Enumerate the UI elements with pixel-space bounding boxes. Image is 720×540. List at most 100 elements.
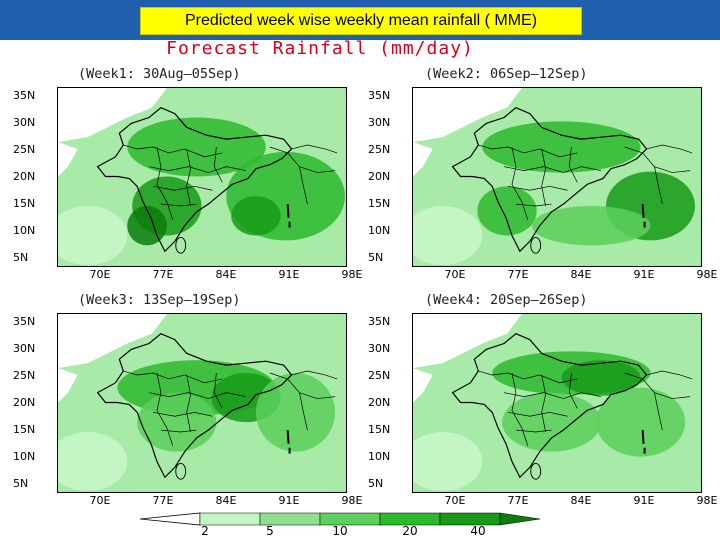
lat-tick-label: 35N [13,89,36,102]
lat-tick-label: 15N [368,423,391,436]
lon-tick-label: 84E [215,494,237,507]
lat-tick-label: 25N [368,143,391,156]
state-border-6 [569,372,578,409]
rain-patch-0 [482,121,641,173]
lat-tick-label: 30N [368,116,391,129]
lat-tick-label: 5N [368,251,384,264]
lat-tick-label: 25N [13,369,36,382]
sri-lanka-outline [530,237,542,254]
lon-tick-label: 98E [341,268,363,281]
rain-patch-3 [231,196,281,236]
rain-below-2 [413,88,522,143]
state-border-8 [646,370,693,380]
coastline [451,106,648,253]
state-border-0 [478,144,578,158]
rain-sea-light [413,206,483,265]
lat-tick-label: 20N [368,170,391,183]
state-border-0 [478,370,578,384]
lat-tick-label: 25N [13,143,36,156]
lat-tick-label: 35N [368,315,391,328]
state-border-4 [156,146,174,220]
state-border-8 [291,370,338,380]
lat-tick-label: 20N [368,396,391,409]
state-border-1 [148,392,247,399]
lat-tick-label: 20N [13,170,36,183]
sri-lanka-outline [530,463,542,480]
lat-tick-label: 15N [13,197,36,210]
state-border-0 [123,144,223,158]
lon-tick-label: 77E [152,268,174,281]
state-border-2 [507,185,568,191]
legend-swatch-0 [199,512,261,526]
lat-tick-label: 25N [368,369,391,382]
lon-tick-label: 70E [89,494,111,507]
state-border-5 [186,148,191,207]
state-border-2 [152,185,213,191]
lat-tick-label: 15N [368,197,391,210]
rain-sea-light [58,432,128,491]
rain-below-2-west [413,142,433,177]
lon-tick-label: 84E [570,268,592,281]
lat-tick-label: 15N [13,423,36,436]
figure-title: Forecast Rainfall (mm/day) [166,38,474,59]
rain-below-2 [58,88,167,143]
panel-title-week4: (Week4: 20Sep—26Sep) [425,292,588,308]
state-border-6 [569,146,578,183]
rain-patch-0 [127,117,266,177]
rain-patch-2 [137,392,217,452]
legend-label-5: 5 [266,524,274,538]
state-border-5 [541,374,546,433]
rain-patch-4 [127,206,167,246]
rain-below-2 [413,314,522,369]
rain-sea-light [413,432,483,491]
lat-tick-label: 30N [13,342,36,355]
lat-tick-label: 5N [13,477,29,490]
legend-label-40: 40 [470,524,486,538]
state-border-9 [299,392,336,399]
lon-tick-label: 98E [696,268,718,281]
lon-tick-label: 70E [444,494,466,507]
header-bar: Predicted week wise weekly mean rainfall… [0,0,720,40]
lon-tick-label: 77E [152,494,174,507]
lat-tick-label: 35N [368,89,391,102]
legend-end-arrow [499,512,540,526]
rain-below-2 [58,314,167,369]
panel-title-week1: (Week1: 30Aug—05Sep) [78,66,241,82]
andaman-islands [641,429,646,454]
map-panel-week4 [412,313,702,493]
andaman-islands [286,429,291,454]
state-border-2 [152,411,213,417]
coastline [96,106,293,253]
map-panel-week1 [57,87,347,267]
lon-tick-label: 91E [633,268,655,281]
lon-tick-label: 98E [696,494,718,507]
state-border-8 [291,144,338,154]
lat-tick-label: 20N [13,396,36,409]
state-border-9 [654,166,691,173]
page-title: Predicted week wise weekly mean rainfall… [140,7,582,35]
state-border-5 [541,148,546,207]
lon-tick-label: 77E [507,494,529,507]
map-panel-week3 [57,313,347,493]
state-border-9 [299,166,336,173]
lon-tick-label: 91E [278,268,300,281]
coastline [451,332,648,479]
state-border-8 [646,144,693,154]
coastline [96,332,293,479]
state-border-7 [269,372,308,431]
legend-start-mark [140,512,201,526]
lon-tick-label: 91E [278,494,300,507]
rain-patch-2 [502,392,602,452]
lon-tick-label: 84E [570,494,592,507]
state-border-0 [123,370,223,384]
lat-tick-label: 10N [368,450,391,463]
lat-tick-label: 10N [13,224,36,237]
state-border-6 [214,372,223,409]
colorbar [140,512,540,526]
lon-tick-label: 98E [341,494,363,507]
lat-tick-label: 10N [13,450,36,463]
state-border-1 [148,166,247,173]
rain-below-2-west [413,368,433,403]
rain-patch-1 [477,186,537,236]
andaman-islands [286,203,291,228]
